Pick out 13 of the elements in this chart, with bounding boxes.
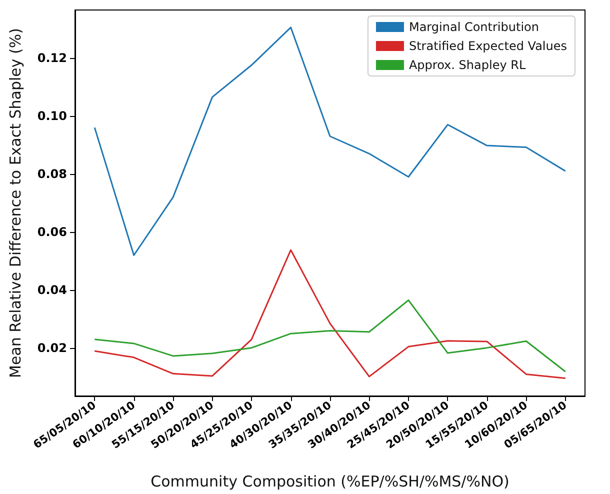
y-tick-label: 0.10 (37, 108, 67, 123)
legend-label: Approx. Shapley RL (408, 58, 526, 72)
legend-label: Stratified Expected Values (408, 39, 568, 53)
line-series (94, 299, 566, 372)
y-axis-title: Mean Relative Difference to Exact Shapley (%) (6, 28, 24, 378)
y-tick-label: 0.04 (37, 283, 67, 298)
y-tick-label: 0.08 (37, 166, 67, 181)
y-tick-label: 0.02 (37, 341, 67, 356)
x-axis-title: Community Composition (%EP/%SH/%MS/%NO) (150, 472, 510, 490)
y-tick-label: 0.06 (37, 225, 67, 240)
y-tick-label: 0.12 (37, 50, 67, 65)
legend-label: Marginal Contribution (408, 20, 539, 34)
line-series (94, 249, 566, 380)
